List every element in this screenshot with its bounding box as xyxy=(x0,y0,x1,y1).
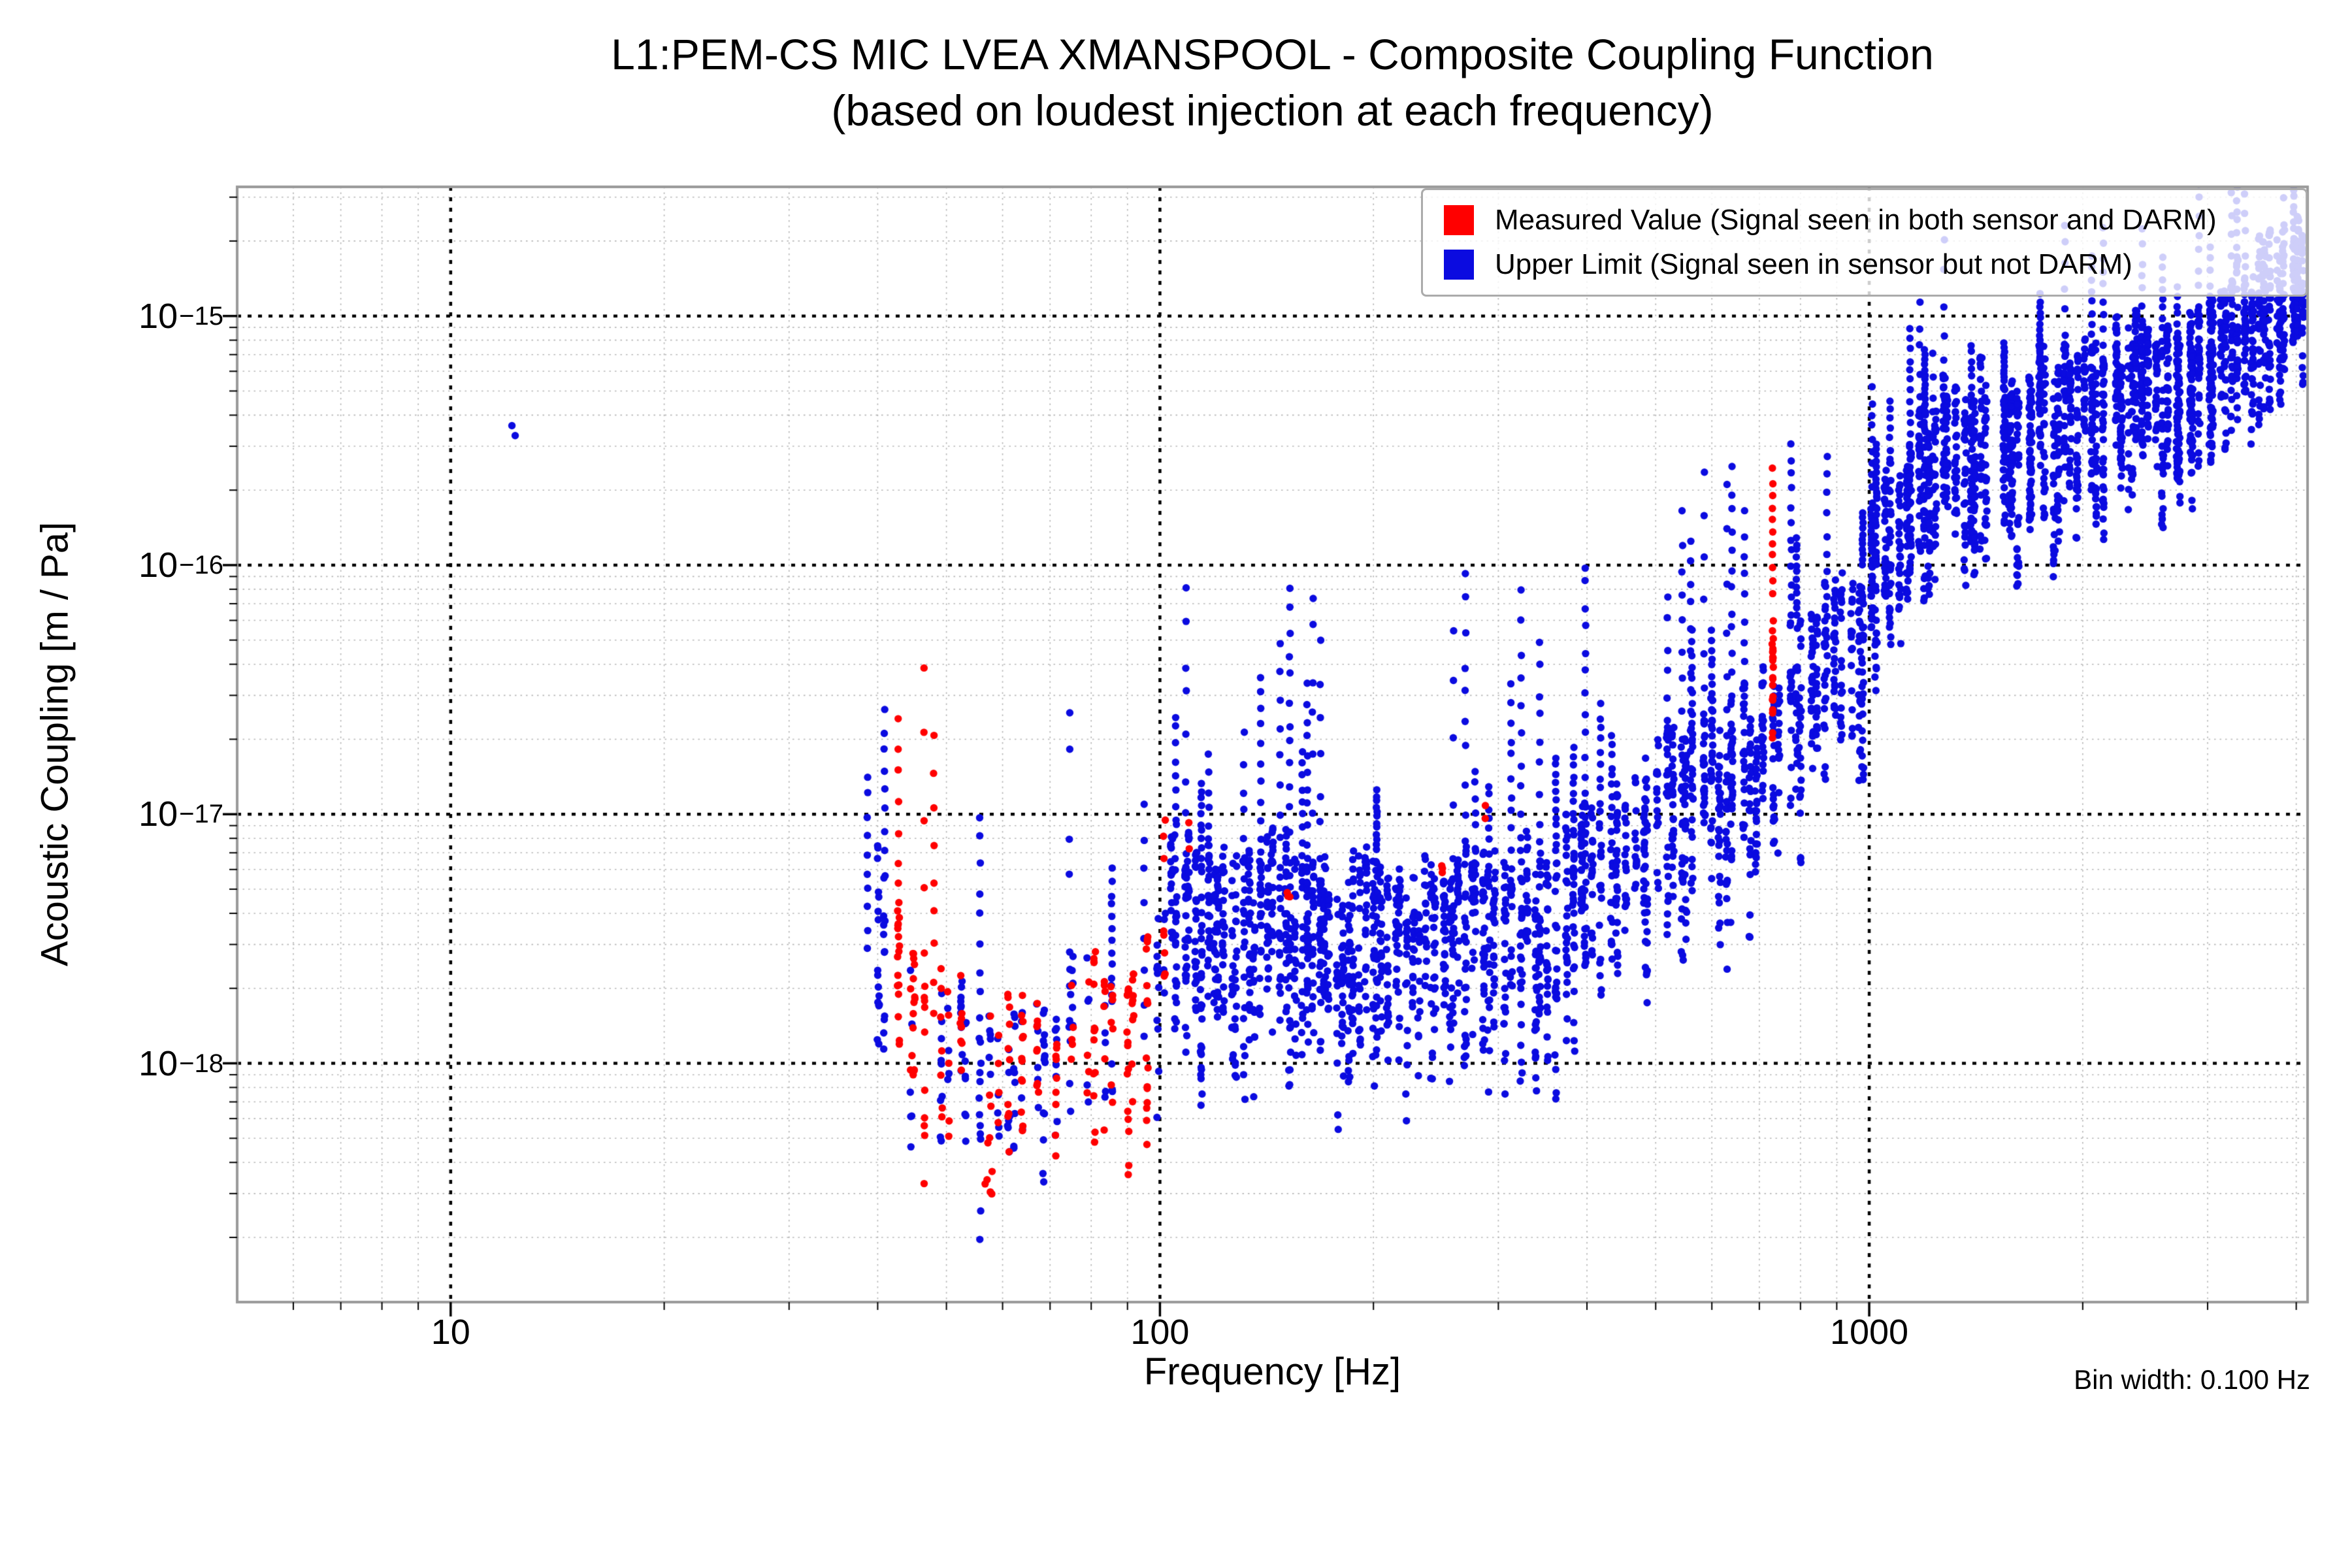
legend: Measured Value (Signal seen in both sens… xyxy=(1421,188,2308,297)
legend-label-upper-limit: Upper Limit (Signal seen in sensor but n… xyxy=(1495,248,2132,280)
x-tick-label: 10 xyxy=(431,1313,470,1352)
legend-item-measured: Measured Value (Signal seen in both sens… xyxy=(1423,204,2306,237)
y-tick-label: 10 −16 xyxy=(139,545,223,585)
y-tick-label: 10 −18 xyxy=(139,1043,223,1083)
legend-label-measured: Measured Value (Signal seen in both sens… xyxy=(1495,204,2217,237)
chart-title: L1:PEM-CS MIC LVEA XMANSPOOL - Composite… xyxy=(611,30,1934,78)
x-tick-label: 1000 xyxy=(1829,1313,1909,1352)
bin-width-annotation: Bin width: 0.100 Hz xyxy=(2074,1364,2310,1395)
chart-title-block: L1:PEM-CS MIC LVEA XMANSPOOL - Composite… xyxy=(237,26,2308,139)
measured-swatch-icon xyxy=(1444,205,1474,236)
x-tick-label: 100 xyxy=(1130,1313,1190,1352)
chart-subtitle: (based on loudest injection at each freq… xyxy=(831,86,1714,135)
upper-limit-swatch-icon xyxy=(1444,249,1474,280)
x-axis-label: Frequency [Hz] xyxy=(1143,1350,1401,1393)
y-tick-label: 10 −17 xyxy=(139,794,223,834)
y-tick-label: 10 −15 xyxy=(139,296,223,336)
legend-item-upper-limit: Upper Limit (Signal seen in sensor but n… xyxy=(1423,248,2306,281)
